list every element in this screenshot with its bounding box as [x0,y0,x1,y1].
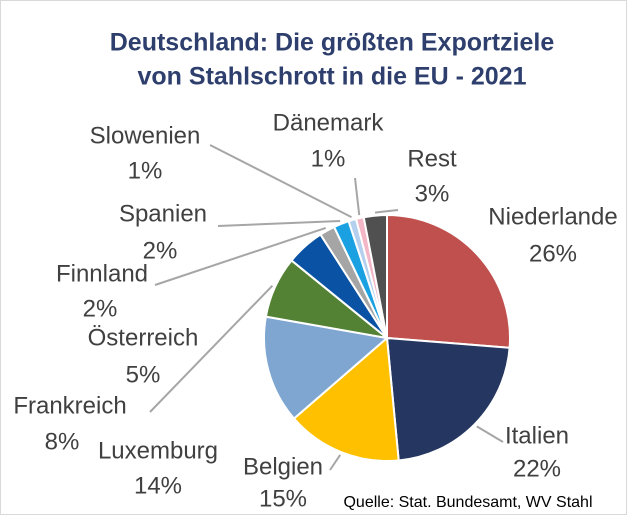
slice-label: Slowenien [90,122,201,149]
leader-line [217,220,341,227]
leader-line [329,454,341,471]
slice-value: 8% [45,428,80,455]
slice-value: 2% [83,295,118,322]
leader-line [374,209,399,214]
pie-slice [263,315,390,420]
slice-label: Frankreich [13,392,126,419]
pie-slice [385,336,511,462]
slice-value: 3% [415,180,450,207]
chart-title: Deutschland: Die größten Exportziele [110,29,555,57]
slice-label: Italien [505,422,569,449]
leader-line [476,425,504,443]
leader-line [354,177,361,216]
slice-label: Belgien [243,453,323,480]
pie-slice [292,335,400,462]
slice-value: 14% [134,472,182,499]
slice-label: Rest [407,145,457,172]
leader-line [154,226,327,286]
slice-value: 26% [529,240,577,267]
slice-value: 1% [128,157,163,184]
slice-value: 1% [311,145,346,172]
pie-slice [386,213,511,349]
pie-slice [362,213,388,339]
leader-line [149,284,274,413]
source: Quelle: Stat. Bundesamt, WV Stahl [343,494,592,511]
slice-value: 15% [259,485,307,512]
slice-label: Dänemark [273,109,385,136]
slice-label: Luxemburg [98,437,218,464]
chart-title: von Stahlschrott in die EU - 2021 [138,63,527,91]
leader-line [209,144,352,218]
slice-value: 2% [143,237,178,264]
slice-label: Niederlande [488,203,617,230]
slice-label: Österreich [88,324,199,351]
slice-label: Finnland [56,260,148,287]
slice-label: Spanien [119,200,207,227]
slice-value: 5% [126,361,161,388]
slice-value: 22% [513,455,561,482]
